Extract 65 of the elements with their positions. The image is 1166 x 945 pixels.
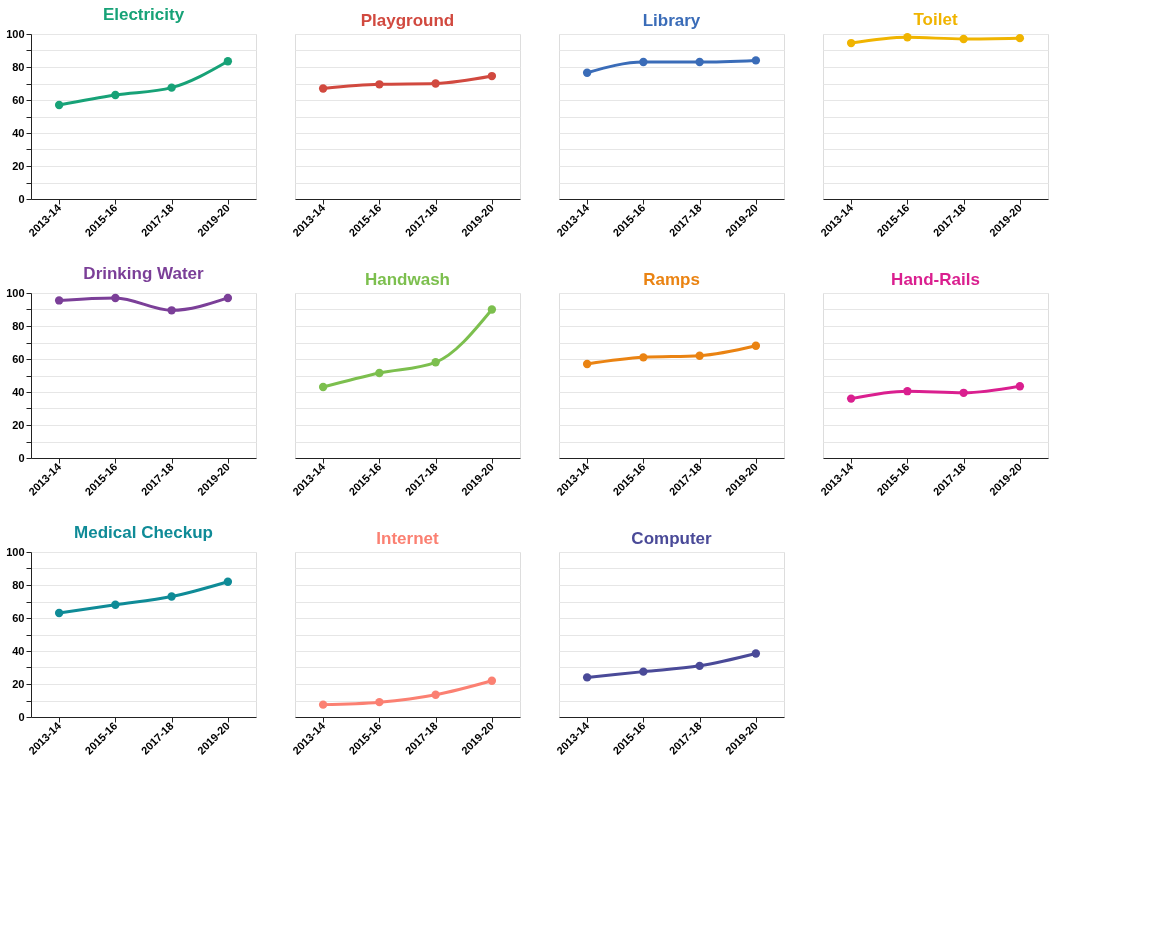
y-tick-label: 60 [12, 352, 25, 365]
point [54, 608, 64, 618]
y-tick-label: 100 [6, 286, 25, 299]
chart-title: Playground [360, 11, 455, 30]
point [167, 306, 176, 315]
chart-title: Computer [631, 529, 713, 548]
chart-title: Ramps [643, 270, 700, 289]
y-tick-label: 20 [12, 159, 25, 172]
chart-title: Electricity [102, 5, 185, 24]
point [167, 592, 176, 601]
y-tick-label: 0 [18, 192, 25, 205]
point [487, 305, 497, 314]
point [487, 71, 497, 81]
point [375, 697, 384, 707]
point [582, 673, 592, 682]
chart-title: Internet [376, 529, 440, 548]
point [959, 388, 968, 397]
point [111, 600, 120, 609]
y-tick-label: 80 [12, 60, 25, 73]
chart-title: Medical Checkup [74, 523, 213, 542]
point [582, 359, 592, 369]
point [318, 382, 328, 392]
y-tick-label: 20 [12, 418, 25, 431]
point [695, 351, 704, 360]
y-tick-label: 60 [12, 611, 25, 624]
point [903, 387, 912, 396]
point [751, 649, 761, 658]
y-tick-label: 80 [12, 578, 25, 591]
y-tick-label: 100 [6, 27, 25, 40]
point [431, 79, 440, 88]
point [431, 358, 440, 367]
chart-title: Drinking Water [83, 264, 205, 283]
chart-title: Hand-Rails [891, 270, 980, 289]
point [375, 80, 384, 89]
point [487, 676, 497, 685]
chart-title: Toilet [913, 10, 958, 30]
chart-title: Handwash [364, 270, 451, 289]
y-tick-label: 0 [18, 710, 25, 723]
y-tick-label: 100 [6, 545, 25, 558]
point [318, 700, 328, 709]
point [223, 57, 233, 66]
point [751, 341, 761, 350]
y-tick-label: 40 [12, 644, 25, 657]
point [111, 90, 120, 100]
y-tick-label: 80 [12, 319, 25, 332]
point [846, 394, 856, 403]
point [54, 100, 64, 110]
point [695, 661, 704, 671]
point [431, 690, 440, 699]
point [318, 84, 328, 93]
point [639, 667, 648, 676]
point [375, 368, 384, 378]
y-tick-label: 40 [12, 126, 25, 139]
point [223, 577, 233, 586]
chart-title: Library [642, 11, 701, 30]
point [54, 296, 64, 305]
y-tick-label: 20 [12, 677, 25, 690]
point [167, 83, 176, 92]
y-tick-label: 0 [18, 451, 25, 464]
point [111, 293, 120, 303]
point [639, 353, 648, 362]
y-tick-label: 40 [12, 385, 25, 398]
point [223, 293, 233, 303]
point [1015, 382, 1025, 391]
y-tick-label: 60 [12, 93, 25, 106]
